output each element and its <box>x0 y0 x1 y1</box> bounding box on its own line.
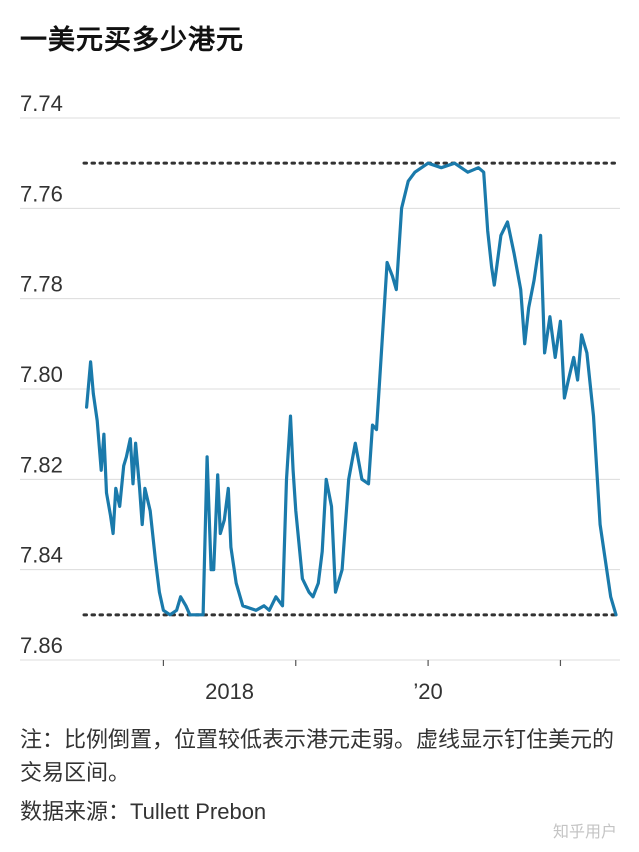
y-tick-label: 7.82 <box>20 452 63 477</box>
footnote: 注：比例倒置，位置较低表示港元走弱。虚线显示钉住美元的交易区间。 <box>20 728 615 786</box>
y-tick-label: 7.76 <box>20 181 63 206</box>
source-name: Tullett Prebon <box>130 799 267 824</box>
line-chart: 7.74 7.76 7.78 7.80 7.82 7.84 7.86 2018 ’20 <box>20 91 622 704</box>
series-line <box>85 161 618 617</box>
y-tick-label: 7.78 <box>20 272 63 297</box>
source-line: 数据来源：Tullett Prebon <box>20 794 266 826</box>
series <box>85 161 618 617</box>
y-tick-label: 7.84 <box>20 543 63 568</box>
chart-title: 一美元买多少港元 <box>20 25 244 56</box>
source-label: 数据来源： <box>20 800 131 825</box>
y-tick-label: 7.74 <box>20 91 63 116</box>
y-tick-label: 7.80 <box>20 362 63 387</box>
y-tick-label: 7.86 <box>20 633 63 658</box>
x-tick-label: 2018 <box>205 679 254 704</box>
x-axis-ticks: 2018 ’20 <box>162 660 562 704</box>
peg-band-lines <box>82 161 622 617</box>
y-axis-ticks: 7.74 7.76 7.78 7.80 7.82 7.84 7.86 <box>20 91 63 658</box>
watermark: 知乎用户 <box>552 822 617 841</box>
x-tick-label: ’20 <box>413 679 442 704</box>
